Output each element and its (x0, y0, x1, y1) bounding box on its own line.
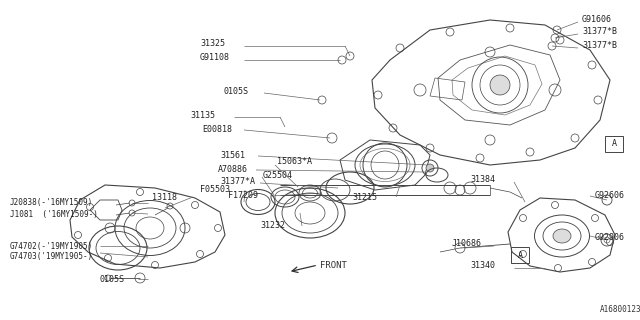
Text: F05503: F05503 (200, 186, 230, 195)
Circle shape (490, 75, 510, 95)
Circle shape (426, 164, 434, 172)
Text: G74703('19MY1905-): G74703('19MY1905-) (10, 252, 93, 261)
Text: G92906: G92906 (595, 233, 625, 242)
Text: G25504: G25504 (263, 171, 293, 180)
Text: J10686: J10686 (452, 239, 482, 249)
Text: 31384: 31384 (470, 175, 495, 185)
Text: J20838(-'16MY1509): J20838(-'16MY1509) (10, 197, 93, 206)
Text: 31561: 31561 (220, 150, 245, 159)
Text: A70886: A70886 (218, 164, 248, 173)
Text: 31377*B: 31377*B (582, 42, 617, 51)
Text: FRONT: FRONT (320, 260, 347, 269)
Text: J1081  ('16MY1509-): J1081 ('16MY1509-) (10, 210, 98, 219)
Text: F17209: F17209 (228, 191, 258, 201)
Ellipse shape (553, 229, 571, 243)
Text: G91108: G91108 (200, 53, 230, 62)
Text: A168001231: A168001231 (600, 306, 640, 315)
Text: 31215: 31215 (352, 193, 377, 202)
Text: 0105S: 0105S (224, 87, 249, 97)
Text: G74702(-'19MY1905): G74702(-'19MY1905) (10, 242, 93, 251)
Text: 13118: 13118 (152, 193, 177, 202)
Text: 15063*A: 15063*A (277, 157, 312, 166)
Text: 31325: 31325 (200, 39, 225, 49)
Text: G92606: G92606 (595, 191, 625, 201)
Text: 31135: 31135 (190, 110, 215, 119)
Text: 31377*A: 31377*A (220, 178, 255, 187)
Text: 31340: 31340 (470, 261, 495, 270)
Text: 0105S: 0105S (100, 276, 125, 284)
Text: 31377*B: 31377*B (582, 28, 617, 36)
Text: G91606: G91606 (582, 15, 612, 25)
Text: A: A (518, 251, 522, 260)
Text: 31232: 31232 (260, 221, 285, 230)
Text: E00818: E00818 (202, 125, 232, 134)
Text: A: A (611, 140, 616, 148)
